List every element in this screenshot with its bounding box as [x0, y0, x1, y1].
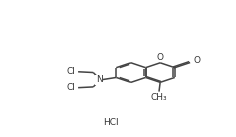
Text: CH₃: CH₃ [151, 93, 167, 102]
Text: O: O [157, 53, 164, 62]
Text: O: O [194, 56, 201, 65]
Text: Cl: Cl [66, 83, 75, 92]
Text: HCl: HCl [103, 118, 119, 127]
Text: N: N [96, 75, 103, 84]
Text: Cl: Cl [66, 67, 75, 76]
